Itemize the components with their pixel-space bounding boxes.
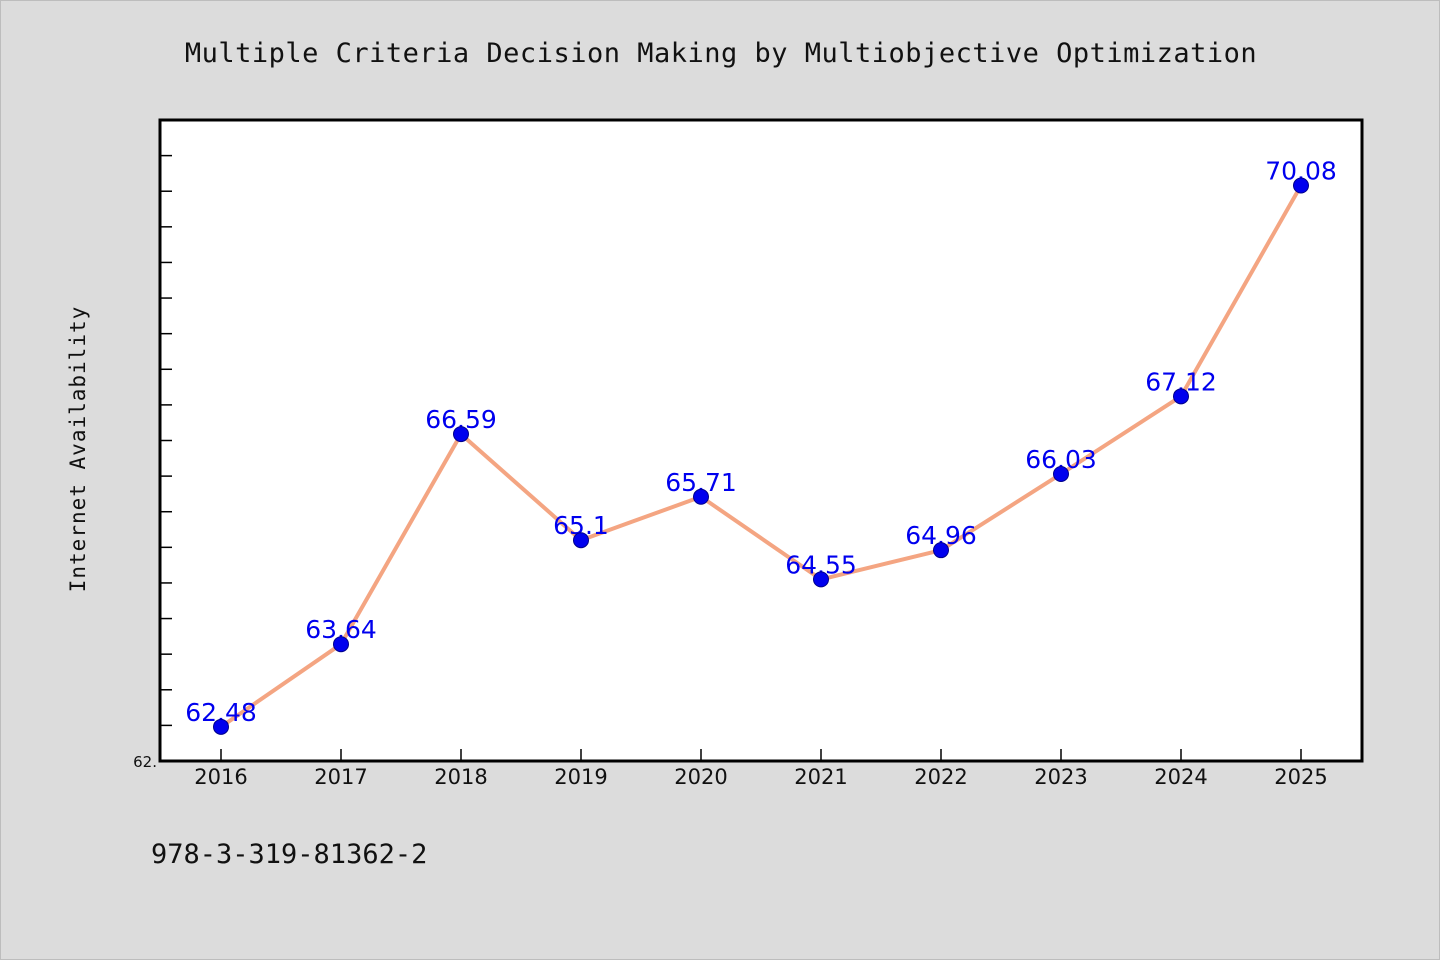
- x-tick-label: 2020: [674, 765, 727, 789]
- data-point: [573, 532, 589, 549]
- x-axis-ticks: [220, 749, 1302, 761]
- x-tick-label: 2022: [914, 765, 967, 789]
- x-tick-label: 2024: [1154, 765, 1207, 789]
- y-axis-label: Internet Availability: [66, 306, 90, 593]
- data-point: [813, 571, 829, 588]
- data-point: [1053, 465, 1069, 482]
- x-tick-label: 2016: [194, 765, 247, 789]
- footer-isbn: 978-3-319-81362-2: [151, 839, 427, 870]
- x-tick-label: 2023: [1034, 765, 1087, 789]
- x-tick-label: 2025: [1274, 765, 1327, 789]
- y-tick-label: 62.: [133, 753, 157, 771]
- chart-title: Multiple Criteria Decision Making by Mul…: [185, 38, 1257, 69]
- data-point: [933, 542, 949, 559]
- data-point: [213, 718, 229, 735]
- data-points: [213, 177, 1309, 735]
- data-point: [1293, 177, 1309, 194]
- plot-area: [158, 118, 1364, 763]
- y-axis-tick-labels: 62.: [133, 753, 157, 771]
- x-tick-label: 2018: [434, 765, 487, 789]
- data-point: [693, 488, 709, 505]
- x-tick-label: 2017: [314, 765, 367, 789]
- x-axis-tick-labels: 2016 2017 2018 2019 2020 2021 2022 2023 2024 2025: [194, 765, 1327, 789]
- y-axis-ticks: [160, 119, 172, 762]
- data-point: [333, 636, 349, 653]
- data-point: [453, 426, 469, 443]
- x-tick-label: 2019: [554, 765, 607, 789]
- x-tick-label: 2021: [794, 765, 847, 789]
- series-line: [219, 183, 1303, 729]
- data-point: [1173, 388, 1189, 405]
